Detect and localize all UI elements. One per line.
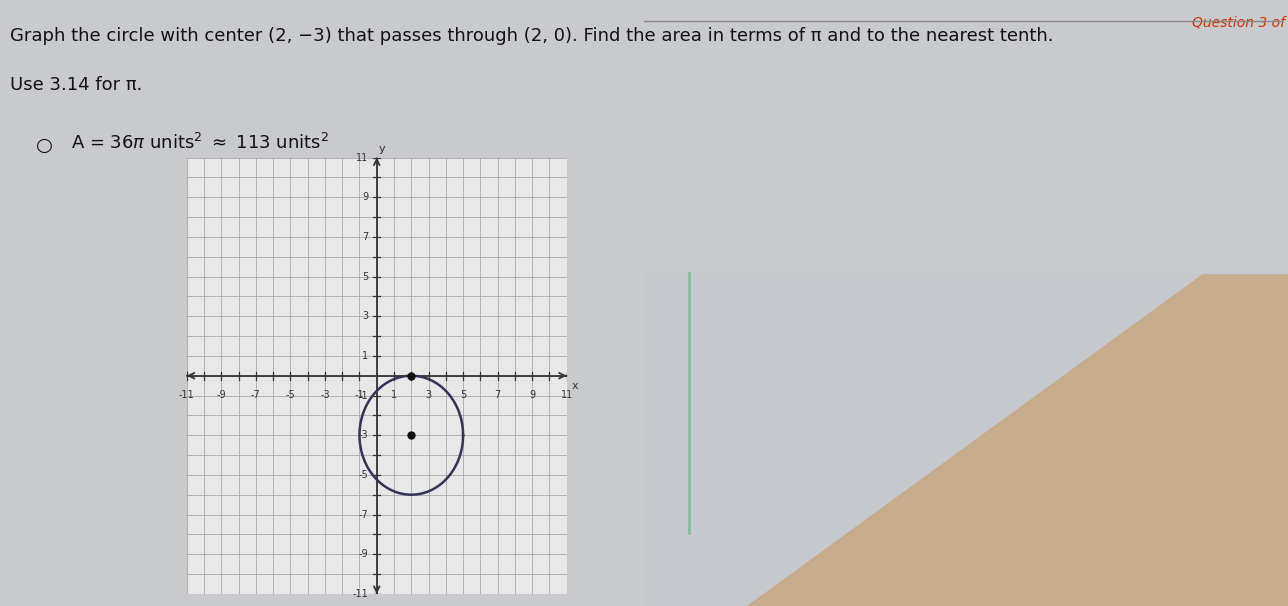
Text: x: x (572, 381, 578, 391)
Text: 1: 1 (392, 390, 397, 399)
Text: -7: -7 (358, 510, 368, 519)
Text: 5: 5 (460, 390, 466, 399)
Text: 3: 3 (425, 390, 431, 399)
Polygon shape (644, 0, 1288, 273)
Text: 7: 7 (495, 390, 501, 399)
Text: Question 3 of: Question 3 of (1193, 15, 1285, 29)
Text: y: y (379, 144, 385, 153)
Text: -3: -3 (358, 430, 368, 440)
Text: 9: 9 (362, 192, 368, 202)
Text: -5: -5 (358, 470, 368, 480)
Text: 9: 9 (529, 390, 536, 399)
Bar (644, 0, 1288, 606)
Text: ○: ○ (36, 136, 53, 155)
Text: 3: 3 (362, 311, 368, 321)
Text: 7: 7 (362, 232, 368, 242)
Text: -5: -5 (286, 390, 295, 399)
Text: Use 3.14 for π.: Use 3.14 for π. (10, 76, 143, 94)
Text: 1: 1 (362, 351, 368, 361)
Text: -3: -3 (321, 390, 330, 399)
Text: Graph the circle with center (2, −3) that passes through (2, 0). Find the area i: Graph the circle with center (2, −3) tha… (10, 27, 1054, 45)
Bar (0, 0, 644, 606)
Text: -9: -9 (216, 390, 227, 399)
Text: -11: -11 (353, 589, 368, 599)
Text: -9: -9 (358, 549, 368, 559)
Text: 5: 5 (362, 271, 368, 282)
Text: -1: -1 (358, 390, 368, 401)
Text: -7: -7 (251, 390, 260, 399)
Text: 11: 11 (355, 153, 368, 162)
Polygon shape (747, 212, 1288, 606)
Text: A = 36$\pi$ units$^2$ $\approx$ 113 units$^2$: A = 36$\pi$ units$^2$ $\approx$ 113 unit… (71, 133, 328, 153)
Text: -1: -1 (354, 390, 365, 399)
Text: 11: 11 (560, 390, 573, 399)
Text: -11: -11 (179, 390, 194, 399)
